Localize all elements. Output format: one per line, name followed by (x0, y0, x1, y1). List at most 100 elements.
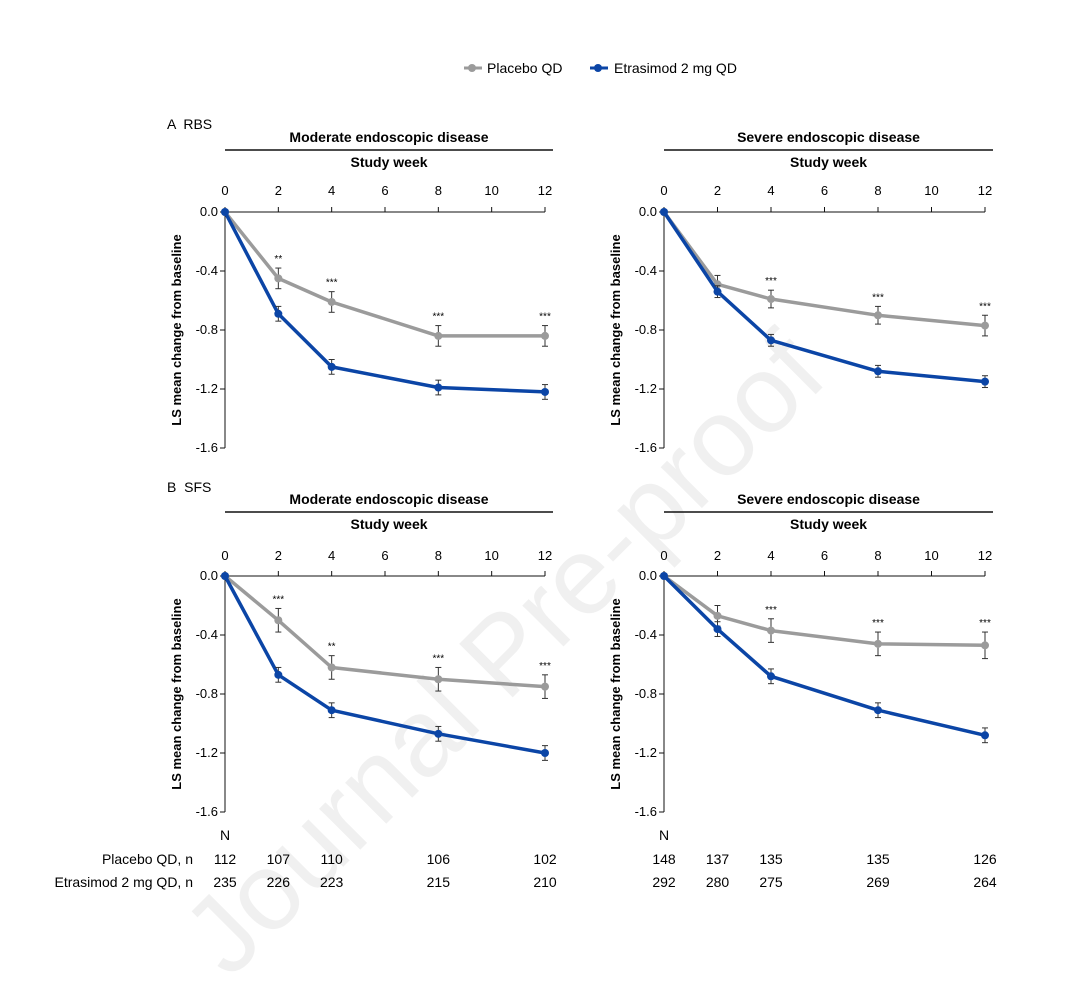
x-axis-title: Study week (790, 516, 867, 532)
data-point (327, 706, 336, 715)
y-tick-label: -0.8 (635, 322, 657, 337)
n-cell: 264 (973, 874, 997, 890)
x-tick-label: 12 (538, 548, 552, 563)
data-point (274, 309, 283, 318)
data-point (327, 362, 336, 371)
data-point (434, 331, 443, 340)
y-tick-label: -0.4 (635, 627, 657, 642)
data-point (221, 572, 229, 580)
significance-label: *** (872, 292, 884, 303)
series-line-etrasimod (223, 211, 546, 394)
y-tick-label: -0.8 (196, 322, 218, 337)
x-tick-label: 10 (484, 183, 498, 198)
data-point (221, 208, 229, 216)
x-tick-label: 8 (435, 183, 442, 198)
n-table-row-label-placebo: Placebo QD, n (102, 851, 193, 867)
data-point (874, 367, 882, 376)
x-tick-label: 6 (821, 548, 828, 563)
n-cell: 148 (652, 851, 676, 867)
series-line-placebo (662, 574, 986, 648)
x-tick-label: 0 (660, 183, 667, 198)
significance-label: ** (274, 254, 282, 265)
x-tick-label: 10 (924, 548, 938, 563)
x-tick-label: 2 (275, 183, 282, 198)
x-tick-label: 0 (660, 548, 667, 563)
series-line-etrasimod (662, 211, 986, 384)
n-cell: 135 (866, 851, 890, 867)
n-cell: 210 (533, 874, 557, 890)
data-point (274, 274, 283, 283)
data-point (434, 729, 443, 738)
x-tick-label: 2 (714, 548, 721, 563)
n-table-row-label-etrasimod: Etrasimod 2 mg QD, n (55, 874, 194, 890)
legend-placebo-marker (468, 64, 476, 72)
y-tick-label: -1.6 (196, 804, 218, 819)
data-point (434, 675, 443, 684)
x-tick-label: 10 (484, 548, 498, 563)
legend: Placebo QD Etrasimod 2 mg QD (464, 60, 737, 76)
x-tick-label: 4 (328, 183, 335, 198)
y-tick-label: 0.0 (639, 568, 657, 583)
x-tick-label: 6 (381, 183, 388, 198)
y-tick-label: -1.6 (635, 440, 657, 455)
data-point (713, 625, 722, 634)
n-cell: 269 (866, 874, 890, 890)
data-point (713, 611, 722, 620)
data-point (981, 377, 989, 386)
data-point (660, 572, 668, 580)
x-axis-title: Study week (790, 154, 867, 170)
significance-label: *** (765, 276, 777, 287)
y-tick-label: 0.0 (200, 204, 218, 219)
x-tick-label: 2 (714, 183, 721, 198)
n-cell: 292 (652, 874, 676, 890)
significance-label: *** (272, 594, 284, 605)
y-axis-title: LS mean change from baseline (608, 598, 623, 789)
data-point (874, 311, 882, 320)
y-tick-label: -0.4 (196, 263, 218, 278)
panel-title: Severe endoscopic disease (737, 129, 920, 145)
significance-label: *** (979, 301, 991, 312)
y-tick-label: -0.8 (196, 686, 218, 701)
y-tick-label: 0.0 (639, 204, 657, 219)
n-cell: 110 (321, 851, 344, 867)
data-point (981, 731, 989, 740)
y-tick-label: -1.2 (196, 745, 218, 760)
x-tick-label: 8 (874, 183, 881, 198)
data-point (541, 682, 549, 691)
significance-label: *** (765, 605, 777, 616)
y-axis-title: LS mean change from baseline (608, 234, 623, 425)
panel-title: Moderate endoscopic disease (289, 129, 488, 145)
n-cell: 112 (214, 851, 237, 867)
n-table-header-moderate: N (220, 827, 230, 843)
data-point (767, 295, 775, 304)
data-point (274, 670, 283, 679)
x-tick-label: 10 (924, 183, 938, 198)
y-tick-label: -1.6 (635, 804, 657, 819)
y-tick-label: -1.2 (635, 745, 657, 760)
n-cell: 280 (706, 874, 730, 890)
x-tick-label: 2 (275, 548, 282, 563)
y-tick-label: -0.4 (196, 627, 218, 642)
series-line-placebo (662, 210, 986, 328)
panel-rbs-severe: Severe endoscopic disease Study week 0 2 4 6 8… (608, 129, 993, 455)
x-tick-label: 4 (767, 548, 774, 563)
section-label-a: A RBS (167, 116, 212, 132)
n-cell: 137 (706, 851, 730, 867)
y-tick-label: 0.0 (200, 568, 218, 583)
legend-placebo-label: Placebo QD (487, 60, 562, 76)
data-point (713, 287, 722, 296)
data-point (541, 749, 549, 757)
data-point (767, 626, 775, 635)
x-tick-label: 6 (381, 548, 388, 563)
x-tick-label: 4 (328, 548, 335, 563)
y-tick-label: -0.4 (635, 263, 657, 278)
data-point (981, 641, 989, 650)
data-point (767, 336, 775, 345)
x-axis-title: Study week (350, 516, 427, 532)
x-axis-title: Study week (350, 154, 427, 170)
panel-title: Moderate endoscopic disease (289, 491, 488, 507)
data-point (660, 208, 668, 216)
x-tick-label: 6 (821, 183, 828, 198)
panel-sfs-severe: Severe endoscopic disease Study week 0 2 4 6 8… (608, 491, 993, 819)
